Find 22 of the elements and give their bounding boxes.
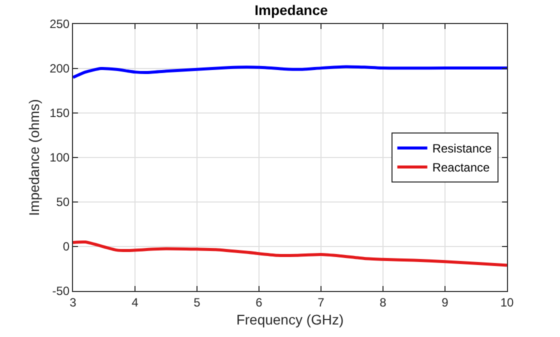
x-tick-label: 6 — [256, 295, 263, 310]
line-series — [73, 240, 507, 267]
y-tick-label: -50 — [52, 284, 70, 298]
y-tick-label: 0 — [62, 240, 70, 254]
y-tick-label: 50 — [56, 195, 70, 210]
x-tick-label: 7 — [318, 295, 325, 310]
x-tick-label: 3 — [70, 295, 77, 310]
y-tick-label: 250 — [50, 17, 70, 32]
x-tick-label: 4 — [132, 295, 139, 310]
x-tick-label: 5 — [194, 295, 201, 310]
chart-title: Impedance — [254, 2, 328, 18]
y-tick-label: 150 — [50, 106, 70, 120]
x-tick-label: 9 — [442, 295, 449, 310]
x-axis-title: Frequency (GHz) — [236, 312, 344, 328]
y-tick-label: 200 — [50, 62, 70, 76]
line-series — [73, 65, 507, 79]
y-tick-label: 100 — [50, 150, 70, 165]
legend-label: Resistance — [432, 142, 492, 156]
y-axis-title: Impedance (ohms) — [26, 99, 42, 216]
x-tick-label: 8 — [380, 295, 387, 310]
x-tick-label: 10 — [500, 295, 514, 310]
legend-label: Reactance — [432, 160, 490, 175]
